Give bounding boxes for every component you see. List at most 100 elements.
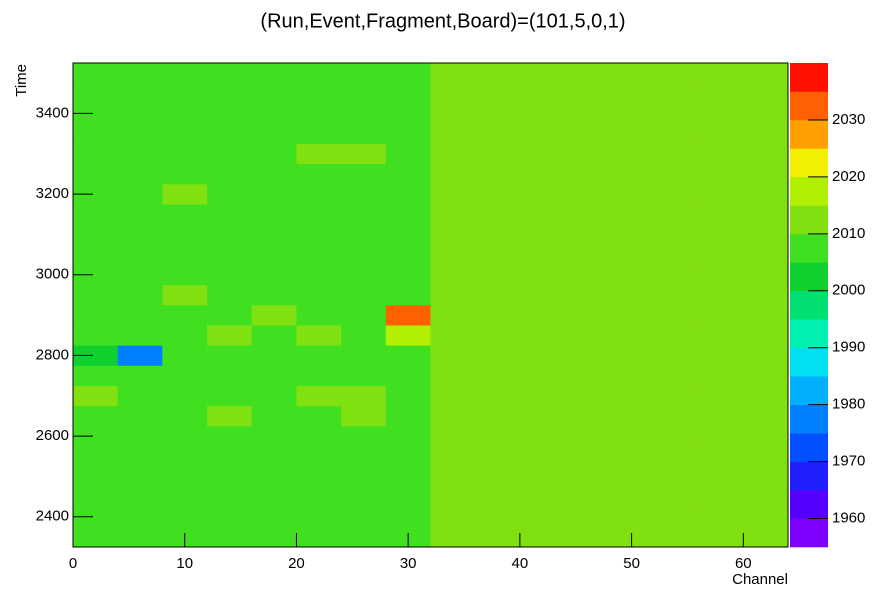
heat-cell bbox=[519, 446, 565, 467]
heat-cell bbox=[475, 83, 521, 104]
heat-cell bbox=[609, 244, 655, 265]
heat-cell bbox=[609, 486, 655, 507]
heat-cell bbox=[162, 426, 208, 447]
heat-cell bbox=[341, 224, 387, 245]
heat-cell bbox=[207, 526, 253, 548]
heat-cell bbox=[73, 204, 118, 225]
heat-cell bbox=[653, 305, 699, 326]
heat-cell bbox=[653, 325, 699, 346]
heat-cell bbox=[564, 244, 610, 265]
heat-cell bbox=[207, 284, 253, 306]
heat-cell bbox=[251, 466, 297, 487]
heat-cell bbox=[475, 143, 521, 165]
heat-cell bbox=[698, 244, 744, 265]
heat-cell bbox=[117, 385, 163, 407]
heat-cell bbox=[341, 466, 387, 487]
heat-cell bbox=[117, 204, 163, 225]
heat-cell bbox=[117, 305, 163, 326]
heat-cell bbox=[519, 143, 565, 165]
heat-cell bbox=[743, 184, 789, 205]
heat-cell bbox=[609, 385, 655, 407]
heat-cell bbox=[251, 184, 297, 205]
heat-cell bbox=[341, 123, 387, 144]
heat-cell bbox=[73, 325, 118, 346]
heat-cell bbox=[564, 426, 610, 447]
colorbar-band bbox=[790, 319, 828, 349]
heat-cell bbox=[653, 163, 699, 185]
heat-cell bbox=[117, 325, 163, 346]
heat-cell bbox=[653, 506, 699, 528]
heat-cell bbox=[564, 385, 610, 407]
heat-cell bbox=[251, 486, 297, 507]
heat-cell bbox=[117, 264, 163, 286]
heat-cell bbox=[653, 385, 699, 407]
heat-cell bbox=[296, 83, 342, 104]
heat-cell bbox=[564, 284, 610, 306]
x-tick-label: 40 bbox=[512, 555, 529, 572]
heat-cell bbox=[385, 426, 431, 447]
heat-cell bbox=[207, 83, 253, 104]
heat-cell bbox=[385, 143, 431, 165]
heat-cell bbox=[564, 204, 610, 225]
heat-cell bbox=[430, 103, 476, 124]
heat-cell bbox=[698, 486, 744, 507]
heat-cell bbox=[698, 264, 744, 286]
heat-cell bbox=[475, 466, 521, 487]
heat-cell bbox=[207, 466, 253, 487]
heat-cell bbox=[385, 163, 431, 185]
heat-cell bbox=[475, 446, 521, 467]
heat-cell bbox=[430, 163, 476, 185]
colorbar-band bbox=[790, 347, 828, 377]
heat-cell bbox=[564, 224, 610, 245]
z-tick-label: 2010 bbox=[832, 225, 865, 242]
heat-cell bbox=[73, 446, 118, 467]
heat-cell bbox=[341, 143, 387, 165]
heat-cell bbox=[341, 163, 387, 185]
heat-cell bbox=[698, 224, 744, 245]
heat-cell bbox=[296, 486, 342, 507]
heat-cell bbox=[609, 264, 655, 286]
heat-cell bbox=[653, 446, 699, 467]
heat-cell bbox=[564, 405, 610, 427]
heat-cell bbox=[564, 264, 610, 286]
x-axis-label: Channel bbox=[732, 571, 788, 588]
heat-cell bbox=[609, 506, 655, 528]
heat-cell bbox=[207, 305, 253, 326]
heat-cell bbox=[698, 103, 744, 124]
y-tick-label: 3000 bbox=[36, 266, 69, 283]
heat-cell bbox=[564, 63, 610, 84]
heat-cell bbox=[475, 345, 521, 366]
heat-cell bbox=[475, 244, 521, 265]
heat-cell bbox=[251, 103, 297, 124]
heat-cell bbox=[385, 224, 431, 245]
heat-cell bbox=[341, 264, 387, 286]
heat-cell bbox=[519, 284, 565, 306]
heat-cell bbox=[385, 284, 431, 306]
heat-cell bbox=[162, 365, 208, 386]
y-tick-label: 3200 bbox=[36, 185, 69, 202]
heat-cell bbox=[162, 123, 208, 144]
heat-cell bbox=[385, 184, 431, 205]
heat-cell bbox=[430, 224, 476, 245]
heat-cell bbox=[430, 345, 476, 366]
heat-cell bbox=[519, 163, 565, 185]
heat-cell bbox=[653, 244, 699, 265]
heat-cell bbox=[117, 426, 163, 447]
heat-cell bbox=[653, 365, 699, 386]
heat-cell bbox=[475, 385, 521, 407]
heat-cell bbox=[519, 526, 565, 548]
colorbar-band bbox=[790, 148, 828, 178]
colorbar-band bbox=[790, 262, 828, 292]
heat-cell bbox=[519, 466, 565, 487]
heat-cell bbox=[117, 466, 163, 487]
heat-cell bbox=[430, 466, 476, 487]
heat-cell bbox=[251, 506, 297, 528]
heat-cell bbox=[385, 103, 431, 124]
heat-cell bbox=[653, 526, 699, 548]
heat-cell bbox=[251, 446, 297, 467]
heat-cell bbox=[698, 405, 744, 427]
heat-cell bbox=[385, 63, 431, 84]
heat-cell bbox=[609, 284, 655, 306]
x-tick-label: 10 bbox=[176, 555, 193, 572]
heat-cell bbox=[430, 405, 476, 427]
